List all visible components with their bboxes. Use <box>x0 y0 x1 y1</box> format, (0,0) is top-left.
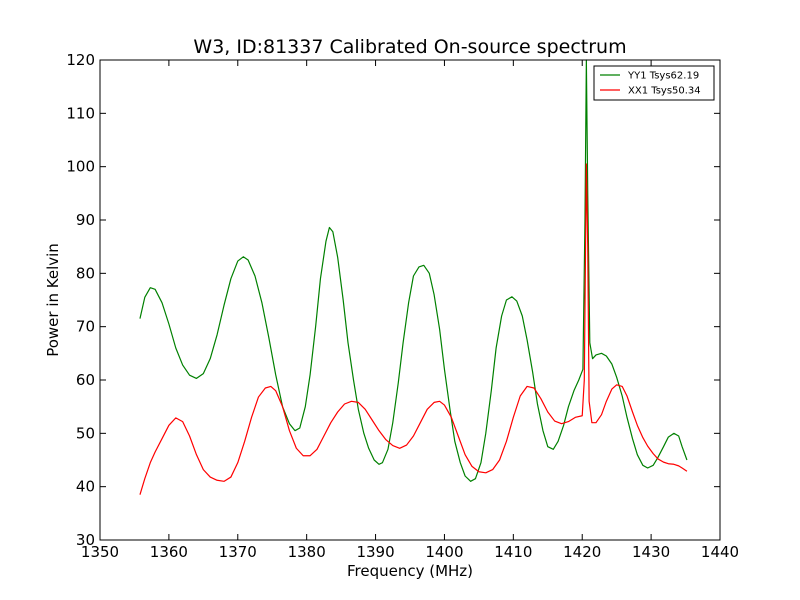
x-tick-label: 1360 <box>150 543 188 561</box>
y-tick-label: 40 <box>76 478 95 496</box>
x-tick-label: 1430 <box>632 543 670 561</box>
x-tick-label: 1350 <box>81 543 119 561</box>
y-tick-label: 70 <box>76 318 95 336</box>
y-tick-label: 120 <box>66 51 95 69</box>
legend-label: XX1 Tsys50.34 <box>628 86 701 97</box>
series-line-xx1 <box>139 163 688 495</box>
chart-title: W3, ID:81337 Calibrated On-source spectr… <box>193 36 626 58</box>
x-tick-label: 1390 <box>356 543 394 561</box>
y-tick-label: 100 <box>66 158 95 176</box>
x-tick-label: 1440 <box>701 543 739 561</box>
x-tick-label: 1400 <box>425 543 463 561</box>
legend-label: YY1 Tsys62.19 <box>627 71 699 82</box>
series-layer <box>139 59 688 495</box>
x-tick-label: 1410 <box>494 543 532 561</box>
x-tick-label: 1370 <box>219 543 257 561</box>
plot-frame <box>99 59 721 541</box>
series-line-yy1 <box>139 59 688 482</box>
y-tick-label: 110 <box>66 104 95 122</box>
legend-box <box>593 65 715 101</box>
y-tick-label: 30 <box>76 531 95 549</box>
tick-layer: 1350 1360 1370 1380 1390 1400 1410 1420 1430 1440… <box>66 51 739 561</box>
x-tick-label: 1420 <box>563 543 601 561</box>
x-tick-label: 1380 <box>288 543 326 561</box>
y-tick-label: 90 <box>76 211 95 229</box>
y-tick-label: 80 <box>76 264 95 282</box>
x-axis-label: Frequency (MHz) <box>347 562 473 580</box>
legend: YY1 Tsys62.19 XX1 Tsys50.34 <box>593 65 715 101</box>
y-axis-label: Power in Kelvin <box>44 243 62 357</box>
y-tick-label: 60 <box>76 371 95 389</box>
y-tick-label: 50 <box>76 424 95 442</box>
